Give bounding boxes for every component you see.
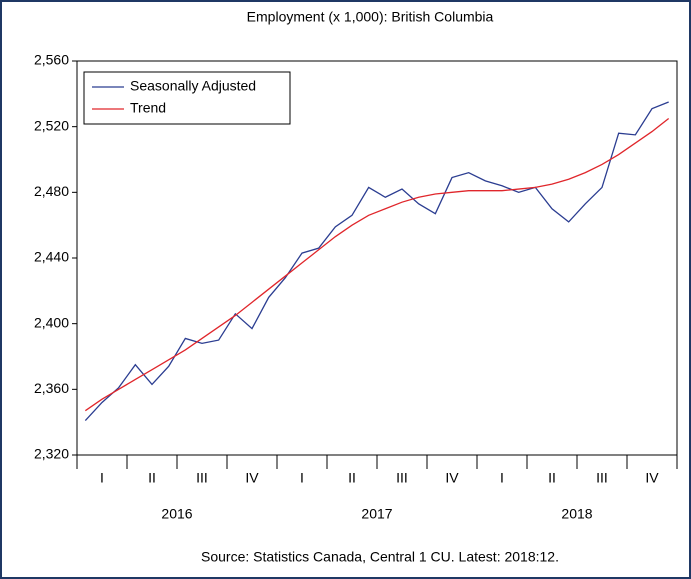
x-quarter-label: II xyxy=(148,470,156,486)
x-quarter-label: I xyxy=(100,470,104,486)
legend-label: Seasonally Adjusted xyxy=(130,78,256,94)
x-quarter-label: IV xyxy=(245,470,259,486)
x-year-label: 2018 xyxy=(561,506,592,522)
series-line xyxy=(84,101,669,421)
x-quarter-label: I xyxy=(500,470,504,486)
x-quarter-label: I xyxy=(300,470,304,486)
x-quarter-label: III xyxy=(196,470,208,486)
y-tick-label: 2,440 xyxy=(34,249,69,265)
source-note: Source: Statistics Canada, Central 1 CU.… xyxy=(201,549,559,565)
y-tick-label: 2,400 xyxy=(34,314,69,330)
y-tick-label: 2,560 xyxy=(34,52,69,68)
y-tick-label: 2,520 xyxy=(34,117,69,133)
x-quarter-label: IV xyxy=(445,470,459,486)
x-year-label: 2016 xyxy=(161,506,192,522)
x-year-label: 2017 xyxy=(361,506,392,522)
series-line xyxy=(84,117,670,412)
x-quarter-label: II xyxy=(548,470,556,486)
x-quarter-label: III xyxy=(396,470,408,486)
x-quarter-label: IV xyxy=(645,470,659,486)
x-quarter-label: III xyxy=(596,470,608,486)
x-quarter-label: II xyxy=(348,470,356,486)
y-tick-label: 2,320 xyxy=(34,446,69,462)
legend-label: Trend xyxy=(130,100,166,116)
y-tick-label: 2,360 xyxy=(34,380,69,396)
y-tick-label: 2,480 xyxy=(34,183,69,199)
chart-title: Employment (x 1,000): British Columbia xyxy=(247,9,494,25)
legend-box xyxy=(83,71,291,125)
